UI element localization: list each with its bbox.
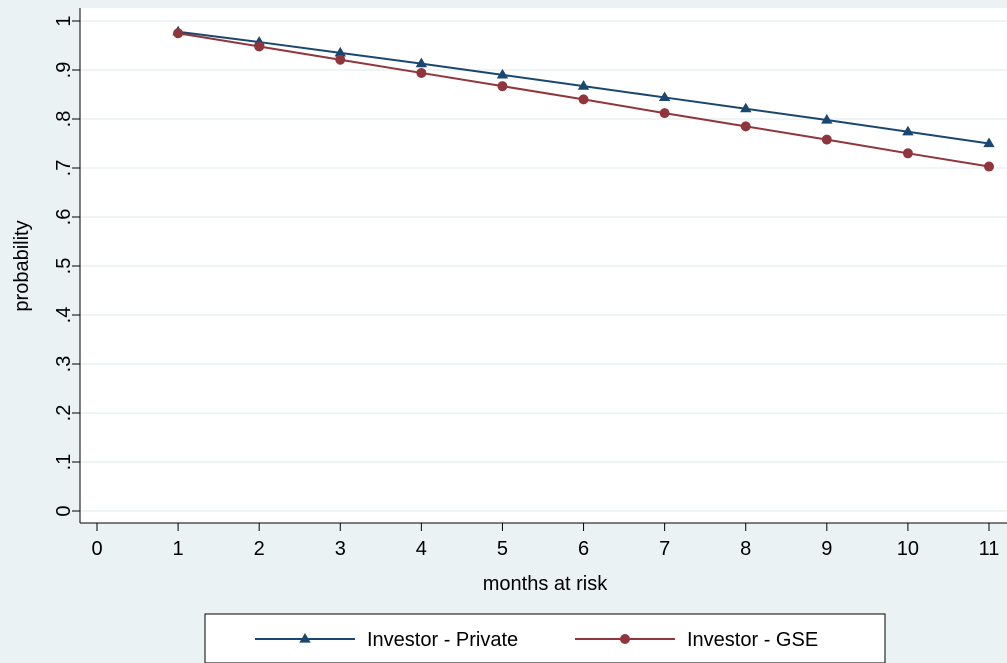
- y-axis-title: probability: [11, 220, 33, 311]
- x-axis-title: months at risk: [483, 573, 608, 595]
- y-tick-label: .7: [53, 160, 75, 177]
- x-tick-label: 3: [335, 538, 346, 560]
- x-tick-label: 0: [91, 538, 102, 560]
- legend-entry: Investor - GSE: [575, 629, 818, 651]
- y-axis-ticks: 0 .1 .2 .3 .4 .5 .6 .7 .8 .9 1: [53, 15, 80, 517]
- grid-lines: [80, 20, 1007, 512]
- y-tick-label: .1: [53, 454, 75, 471]
- data-point: [578, 94, 589, 105]
- data-point: [740, 121, 751, 132]
- series-investor-gse: [173, 28, 994, 172]
- data-point: [335, 54, 346, 65]
- x-axis-ticks: 0 1 2 3 4 5 6 7 8 9 10 11: [91, 523, 999, 560]
- legend: Investor - Private Investor - GSE: [204, 613, 886, 663]
- x-tick-label: 8: [740, 538, 751, 560]
- x-tick-label: 4: [416, 538, 427, 560]
- y-tick-label: .6: [53, 209, 75, 226]
- data-point: [821, 113, 833, 124]
- x-tick-label: 6: [578, 538, 589, 560]
- legend-entry: Investor - Private: [255, 629, 518, 651]
- series-layer: [172, 25, 995, 172]
- legend-label: Investor - GSE: [687, 629, 818, 651]
- series-investor-private: [172, 25, 995, 148]
- x-tick-label: 5: [497, 538, 508, 560]
- y-tick-label: 1: [53, 15, 75, 26]
- data-point: [902, 125, 914, 136]
- data-point: [416, 67, 427, 78]
- data-point: [740, 102, 752, 113]
- data-point: [334, 46, 346, 57]
- data-point: [658, 91, 671, 102]
- y-tick-label: .8: [53, 111, 75, 128]
- x-tick-label: 1: [173, 538, 184, 560]
- data-point: [496, 68, 509, 79]
- data-point: [984, 161, 994, 172]
- legend-marker: [299, 633, 311, 643]
- x-tick-label: 2: [254, 538, 265, 560]
- y-tick-label: .2: [53, 405, 75, 422]
- data-point: [659, 108, 670, 119]
- y-tick-label: .4: [53, 307, 75, 324]
- legend-label: Investor - Private: [367, 629, 518, 651]
- data-point: [983, 137, 995, 148]
- y-tick-label: .5: [53, 258, 75, 275]
- data-point: [497, 81, 508, 92]
- legend-marker: [620, 634, 630, 644]
- y-tick-label: 0: [53, 505, 75, 516]
- data-point: [821, 134, 832, 145]
- x-tick-label: 7: [659, 538, 670, 560]
- x-tick-label: 11: [979, 538, 1000, 560]
- x-tick-label: 9: [821, 538, 832, 560]
- data-point: [902, 148, 913, 159]
- data-point: [415, 57, 428, 68]
- x-tick-label: 10: [897, 538, 919, 560]
- y-tick-label: .9: [53, 62, 75, 79]
- data-point: [173, 28, 184, 39]
- data-point: [254, 41, 265, 52]
- y-tick-label: .3: [53, 356, 75, 373]
- data-point: [577, 80, 590, 90]
